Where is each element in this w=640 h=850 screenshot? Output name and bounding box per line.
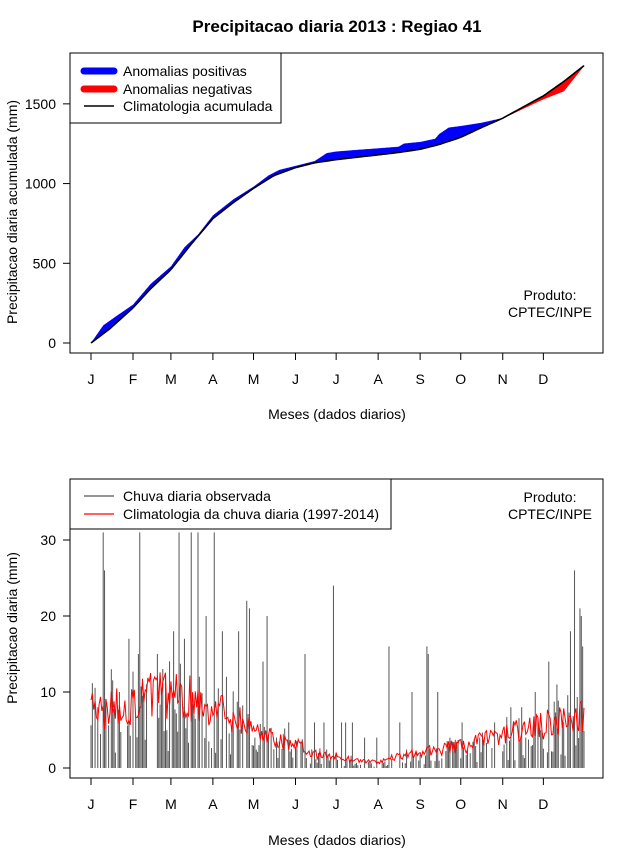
x-tick-label: J <box>333 371 340 387</box>
y-tick-label: 0 <box>48 335 56 351</box>
y-tick-label: 1000 <box>25 176 56 192</box>
x-tick-label: A <box>208 796 218 812</box>
cumulative-y-label: Precipitacao diaria acumulada (mm) <box>4 100 20 324</box>
x-tick-label: J <box>88 796 95 812</box>
legend-label-observed: Chuva diaria observada <box>123 488 271 504</box>
y-tick-label: 20 <box>40 608 56 624</box>
daily-y-axis: 0 10 20 30 <box>40 532 71 776</box>
y-tick-label: 500 <box>33 255 57 271</box>
x-tick-label: M <box>165 796 177 812</box>
x-tick-label: A <box>373 371 383 387</box>
x-tick-label: J <box>292 371 299 387</box>
legend-label-daily-climatology: Climatologia da chuva diaria (1997-2014) <box>123 506 379 522</box>
y-tick-label: 1500 <box>25 96 56 112</box>
x-tick-label: A <box>373 796 383 812</box>
positive-anomaly-areas <box>90 118 504 344</box>
y-tick-label: 10 <box>40 684 56 700</box>
daily-panel: 0 10 20 30 J F M A M J J A S O N D Precipitacao diaria… <box>4 478 604 848</box>
daily-product-note-line1: Produto: <box>524 489 577 505</box>
x-tick-label: A <box>208 371 218 387</box>
negative-anomaly-areas <box>503 65 585 118</box>
x-tick-label: M <box>248 371 260 387</box>
x-tick-label: F <box>129 796 138 812</box>
product-note-line2: CPTEC/INPE <box>508 304 592 320</box>
daily-product-note-line2: CPTEC/INPE <box>508 506 592 522</box>
legend-label-positive: Anomalias positivas <box>123 63 247 79</box>
x-tick-label: J <box>88 371 95 387</box>
x-tick-label: M <box>248 796 260 812</box>
daily-y-label: Precipitacao diaria (mm) <box>4 552 20 704</box>
x-tick-label: F <box>129 371 138 387</box>
x-tick-label: O <box>455 796 466 812</box>
chart-title: Precipitacao diaria 2013 : Regiao 41 <box>192 17 481 36</box>
daily-x-label: Meses (dados diarios) <box>268 832 406 848</box>
x-tick-label: D <box>538 796 548 812</box>
x-tick-label: N <box>498 796 508 812</box>
climatology-cumulative-line <box>90 64 585 344</box>
legend-label-climatology: Climatologia acumulada <box>123 98 273 114</box>
daily-observed-bars <box>90 532 585 768</box>
x-tick-label: J <box>333 796 340 812</box>
y-tick-label: 0 <box>48 760 56 776</box>
cumulative-legend: Anomalias positivas Anomalias negativas … <box>69 52 282 124</box>
x-tick-label: O <box>455 371 466 387</box>
x-tick-label: N <box>498 371 508 387</box>
y-tick-label: 30 <box>40 532 56 548</box>
x-tick-label: S <box>415 371 424 387</box>
x-tick-label: S <box>415 796 424 812</box>
daily-legend: Chuva diaria observada Climatologia da c… <box>69 478 392 530</box>
product-note-line1: Produto: <box>524 287 577 303</box>
daily-legend-box <box>69 478 392 530</box>
x-tick-label: J <box>292 796 299 812</box>
cumulative-panel: 0 500 1000 1500 J F M A M J J A S O N D Precipitacao d… <box>4 52 604 422</box>
x-tick-label: D <box>538 371 548 387</box>
daily-climatology-line <box>90 672 585 765</box>
cumulative-x-label: Meses (dados diarios) <box>268 406 406 422</box>
x-tick-label: M <box>165 371 177 387</box>
cumulative-y-axis: 0 500 1000 1500 <box>25 96 71 351</box>
legend-label-negative: Anomalias negativas <box>123 81 252 97</box>
